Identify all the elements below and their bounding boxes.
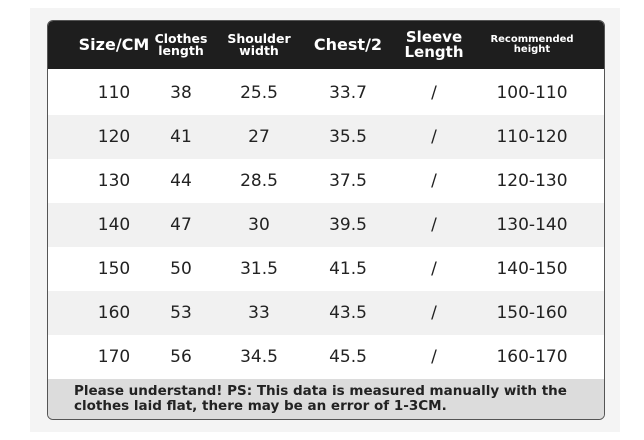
table-header: Size/CM Clothes length Shoulder width Chest/2… xyxy=(48,21,604,69)
table-cell: 30 xyxy=(248,215,270,235)
header-cell: Clothes length xyxy=(151,21,211,69)
table-cell: 130-140 xyxy=(496,215,568,235)
header-text: height xyxy=(513,44,551,55)
header-text: length xyxy=(158,43,204,58)
table-cell: 34.5 xyxy=(240,347,278,367)
table-cell: / xyxy=(431,347,437,367)
table-cell: 53 xyxy=(170,303,192,323)
size-table: Size/CM Clothes length Shoulder width Chest/2… xyxy=(47,20,605,420)
table-cell: 45.5 xyxy=(329,347,367,367)
table-cell: 110-120 xyxy=(496,127,568,147)
table-cell: 110 xyxy=(97,83,131,103)
table-cell: 150-160 xyxy=(496,303,568,323)
table-cell: 160 xyxy=(97,303,131,323)
table-cell: 38 xyxy=(170,83,192,103)
table-cell: 170 xyxy=(97,347,131,367)
header-text: Shoulder xyxy=(227,30,291,46)
table-cell: 47 xyxy=(170,215,192,235)
header-cell: Chest/2 xyxy=(303,21,393,69)
table-cell: 41 xyxy=(170,127,192,147)
note: Please understand! PS: This data is meas… xyxy=(48,379,604,419)
table-row: 110 38 25.5 33.7 / 100-110 xyxy=(48,71,604,115)
table-cell: 140-150 xyxy=(496,259,568,279)
table-cell: 150 xyxy=(97,259,131,279)
note-line: Please understand! PS: This data is meas… xyxy=(74,383,567,400)
header-cell: Size/CM xyxy=(74,21,154,69)
table-cell: 100-110 xyxy=(496,83,568,103)
table-cell: 120-130 xyxy=(496,171,568,191)
table-cell: 160-170 xyxy=(496,347,568,367)
header-cell: Recommended height xyxy=(472,21,592,69)
table-row: 130 44 28.5 37.5 / 120-130 xyxy=(48,159,604,203)
table-cell: / xyxy=(431,259,437,279)
table-cell: 31.5 xyxy=(240,259,278,279)
table-cell: 130 xyxy=(97,171,131,191)
table-cell: / xyxy=(431,127,437,147)
header-cell: Sleeve Length xyxy=(394,21,474,69)
table-cell: 140 xyxy=(97,215,131,235)
note-line: clothes laid flat, there may be an error… xyxy=(74,398,447,414)
header-text: Recommended xyxy=(490,34,574,45)
header-text: Clothes xyxy=(154,30,208,46)
table-row: 120 41 27 35.5 / 110-120 xyxy=(48,115,604,159)
table-row: 140 47 30 39.5 / 130-140 xyxy=(48,203,604,247)
table-cell: 39.5 xyxy=(329,215,367,235)
header-text: Chest/2 xyxy=(313,35,383,54)
table-cell: 25.5 xyxy=(240,83,278,103)
table-cell: 27 xyxy=(248,127,270,147)
header-cell: Shoulder width xyxy=(219,21,299,69)
table-cell: 33 xyxy=(248,303,270,323)
table-cell: / xyxy=(431,171,437,191)
table-cell: / xyxy=(431,83,437,103)
header-text: Sleeve xyxy=(405,28,463,46)
table-cell: 43.5 xyxy=(329,303,367,323)
table-cell: 50 xyxy=(170,259,192,279)
header-text: width xyxy=(239,43,279,58)
table-cell: 44 xyxy=(170,171,192,191)
table-row: 160 53 33 43.5 / 150-160 xyxy=(48,291,604,335)
table-cell: / xyxy=(431,303,437,323)
table-cell: 28.5 xyxy=(240,171,278,191)
header-text: Size/CM xyxy=(78,35,150,54)
header-text: Length xyxy=(404,43,464,61)
table-cell: 41.5 xyxy=(329,259,367,279)
table-row: 150 50 31.5 41.5 / 140-150 xyxy=(48,247,604,291)
table-row: 170 56 34.5 45.5 / 160-170 xyxy=(48,335,604,379)
table-cell: 33.7 xyxy=(329,83,367,103)
table-cell: / xyxy=(431,215,437,235)
table-cell: 37.5 xyxy=(329,171,367,191)
table-cell: 35.5 xyxy=(329,127,367,147)
table-cell: 56 xyxy=(170,347,192,367)
table-cell: 120 xyxy=(97,127,131,147)
